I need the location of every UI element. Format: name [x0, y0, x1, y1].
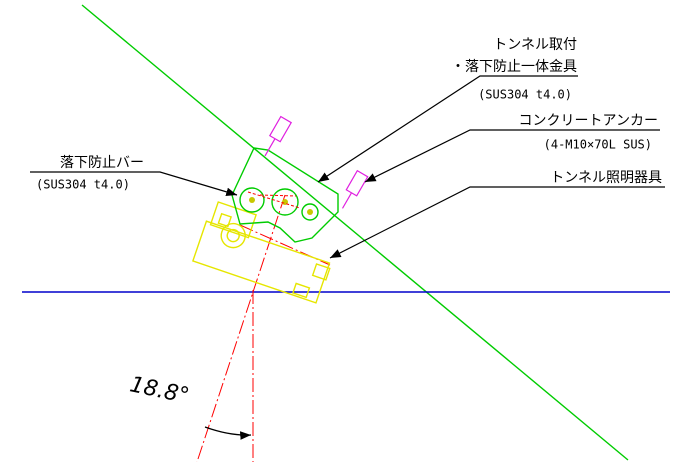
label: ・落下防止一体金具 [451, 59, 577, 75]
bracket [231, 147, 339, 243]
tunnel-wall [81, 4, 629, 461]
fixture [192, 201, 331, 304]
label: トンネル照明器具 [550, 170, 662, 186]
label: トンネル取付 [493, 37, 577, 53]
anchor [341, 169, 369, 209]
anchor [264, 115, 293, 157]
angle-arc [204, 426, 252, 440]
label: 落下防止バー [60, 155, 144, 171]
center-line [239, 224, 331, 266]
angle-label: 18.8° [128, 372, 192, 409]
tilt-axis [196, 194, 286, 462]
label: コンクリートアンカー [519, 113, 658, 129]
spec: (4-M10×70L SUS) [544, 138, 652, 152]
spec: (SUS304 t4.0) [478, 88, 572, 102]
spec: (SUS304 t4.0) [36, 178, 130, 192]
leaders [30, 75, 665, 259]
